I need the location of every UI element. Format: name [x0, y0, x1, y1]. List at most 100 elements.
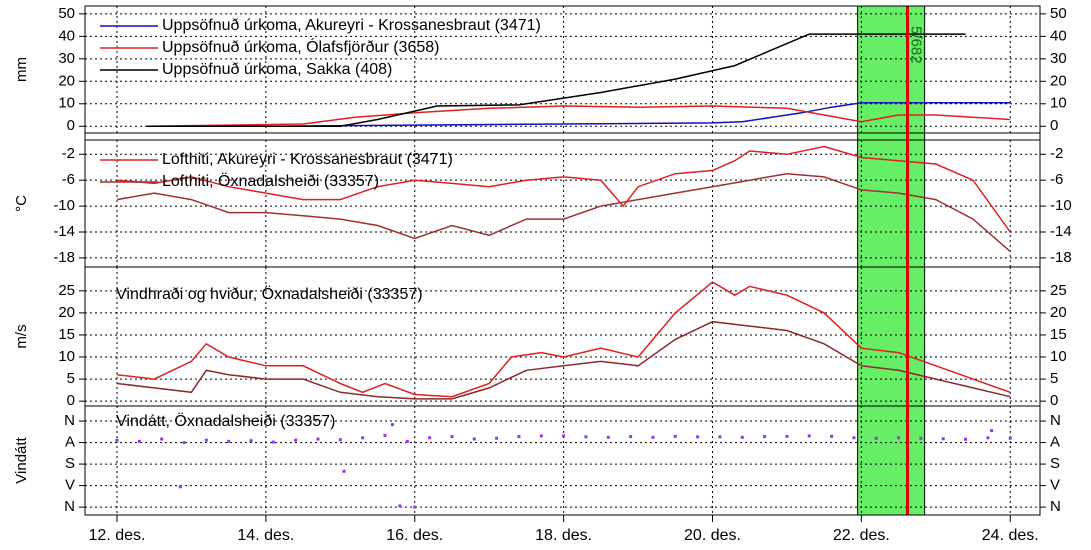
point — [294, 438, 298, 442]
point — [606, 435, 610, 439]
y2-tick-label: -14 — [1050, 223, 1072, 240]
x-tick-label: 20. des. — [684, 527, 741, 544]
point — [472, 437, 476, 441]
line-series — [116, 172, 1011, 252]
point — [990, 429, 994, 433]
y-tick-label: A — [65, 434, 75, 451]
y2-tick-label: N — [1050, 498, 1061, 515]
legend-label: Lofthiti, Öxnadalsheiði (33357) — [162, 172, 379, 190]
y-axis-label: Vindátt — [13, 436, 30, 483]
y2-tick-label: 15 — [1050, 326, 1067, 343]
line-series — [116, 281, 1011, 398]
y-tick-label: 0 — [67, 392, 75, 409]
point — [941, 437, 945, 441]
point — [1008, 436, 1012, 440]
plot-frame — [84, 5, 1041, 516]
y2-tick-label: 5 — [1050, 370, 1058, 387]
point — [137, 439, 141, 443]
legend-label: Uppsöfnuð úrkoma, Sakka (408) — [162, 61, 392, 78]
point — [584, 435, 588, 439]
y-tick-label: V — [65, 477, 75, 494]
point — [115, 438, 119, 442]
x-tick-label: 22. des. — [833, 527, 890, 544]
point — [830, 434, 834, 438]
event-label: 5/682 — [908, 26, 925, 64]
y2-tick-label: V — [1050, 477, 1060, 494]
y-tick-label: 20 — [58, 72, 75, 89]
y2-tick-label: S — [1050, 455, 1060, 472]
y-axis-label: mm — [13, 57, 30, 82]
line-series — [146, 105, 1011, 128]
y2-tick-label: -18 — [1050, 249, 1072, 266]
x-tick-label: 14. des. — [237, 527, 294, 544]
y-tick-label: 40 — [58, 27, 75, 44]
line-series — [116, 320, 1011, 400]
point — [338, 438, 342, 442]
line-series — [116, 145, 1011, 233]
y-tick-label: 50 — [58, 5, 75, 22]
x-tick-label: 12. des. — [89, 527, 146, 544]
highlight-band — [857, 5, 926, 516]
y-tick-label: -6 — [62, 171, 75, 188]
point — [673, 434, 677, 438]
y2-tick-label: -2 — [1050, 145, 1063, 162]
y2-tick-label: 20 — [1050, 304, 1067, 321]
y-tick-label: -2 — [62, 145, 75, 162]
point — [651, 435, 655, 439]
point — [986, 436, 990, 440]
point — [182, 441, 186, 445]
point — [897, 436, 901, 440]
y-tick-label: N — [64, 498, 75, 515]
y2-tick-label: 0 — [1050, 392, 1058, 409]
y-tick-label: N — [64, 412, 75, 429]
point — [405, 439, 409, 443]
point — [852, 436, 856, 440]
point — [629, 435, 633, 439]
point — [718, 435, 722, 439]
point — [227, 439, 231, 443]
point — [495, 436, 499, 440]
y2-tick-label: N — [1050, 412, 1061, 429]
y-tick-label: 10 — [58, 348, 75, 365]
point — [178, 485, 182, 489]
panel-title: Vindhraði og hviður, Öxnadalsheiði (3335… — [116, 285, 423, 303]
legend-label: Uppsöfnuð úrkoma, Ólafsfjörður (3658) — [162, 37, 439, 56]
y-tick-label: 30 — [58, 50, 75, 67]
y-axis-label: m/s — [13, 324, 30, 348]
y-tick-label: 0 — [67, 117, 75, 134]
y-tick-label: 25 — [58, 282, 75, 299]
line-series — [146, 33, 966, 128]
point — [398, 504, 402, 508]
point — [539, 434, 543, 438]
y2-tick-label: -6 — [1050, 171, 1063, 188]
point — [874, 436, 878, 440]
point — [964, 437, 968, 441]
point — [204, 438, 208, 442]
x-tick-label: 18. des. — [535, 527, 592, 544]
point — [383, 433, 387, 437]
y-tick-label: S — [65, 455, 75, 472]
legend-label: Uppsöfnuð úrkoma, Akureyri - Krossanesbr… — [162, 17, 541, 34]
y2-tick-label: 50 — [1050, 5, 1067, 22]
point — [413, 505, 417, 509]
point — [696, 435, 700, 439]
panel-title: Vindátt, Öxnadalsheiði (33357) — [116, 412, 335, 430]
x-tick-label: 24. des. — [982, 527, 1039, 544]
y-tick-label: 15 — [58, 326, 75, 343]
point — [390, 423, 394, 427]
y2-tick-label: A — [1050, 434, 1060, 451]
point — [342, 469, 346, 473]
point — [517, 435, 521, 439]
point — [785, 434, 789, 438]
y-tick-label: -18 — [53, 249, 75, 266]
point — [271, 440, 275, 444]
y2-tick-label: 20 — [1050, 72, 1067, 89]
point — [562, 434, 566, 438]
y2-tick-label: 25 — [1050, 282, 1067, 299]
point — [160, 437, 164, 441]
point — [807, 434, 811, 438]
y-axis-label: °C — [13, 195, 30, 212]
point — [450, 435, 454, 439]
point — [740, 435, 744, 439]
